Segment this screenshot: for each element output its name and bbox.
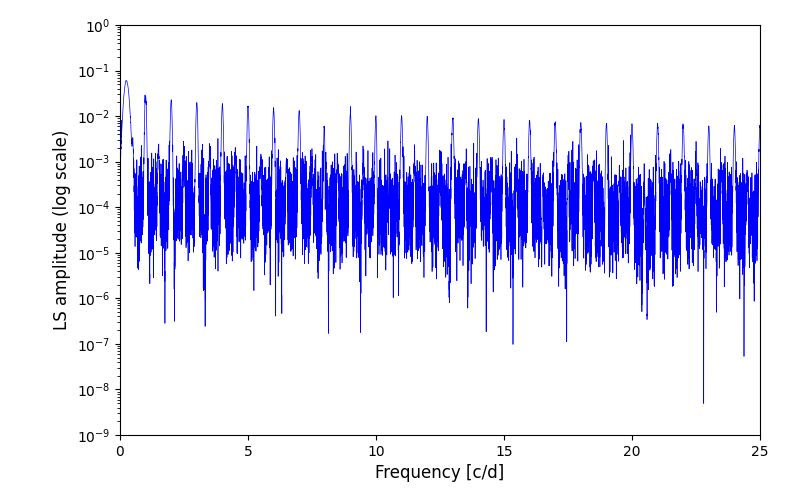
X-axis label: Frequency [c/d]: Frequency [c/d]: [375, 464, 505, 482]
Y-axis label: LS amplitude (log scale): LS amplitude (log scale): [54, 130, 71, 330]
